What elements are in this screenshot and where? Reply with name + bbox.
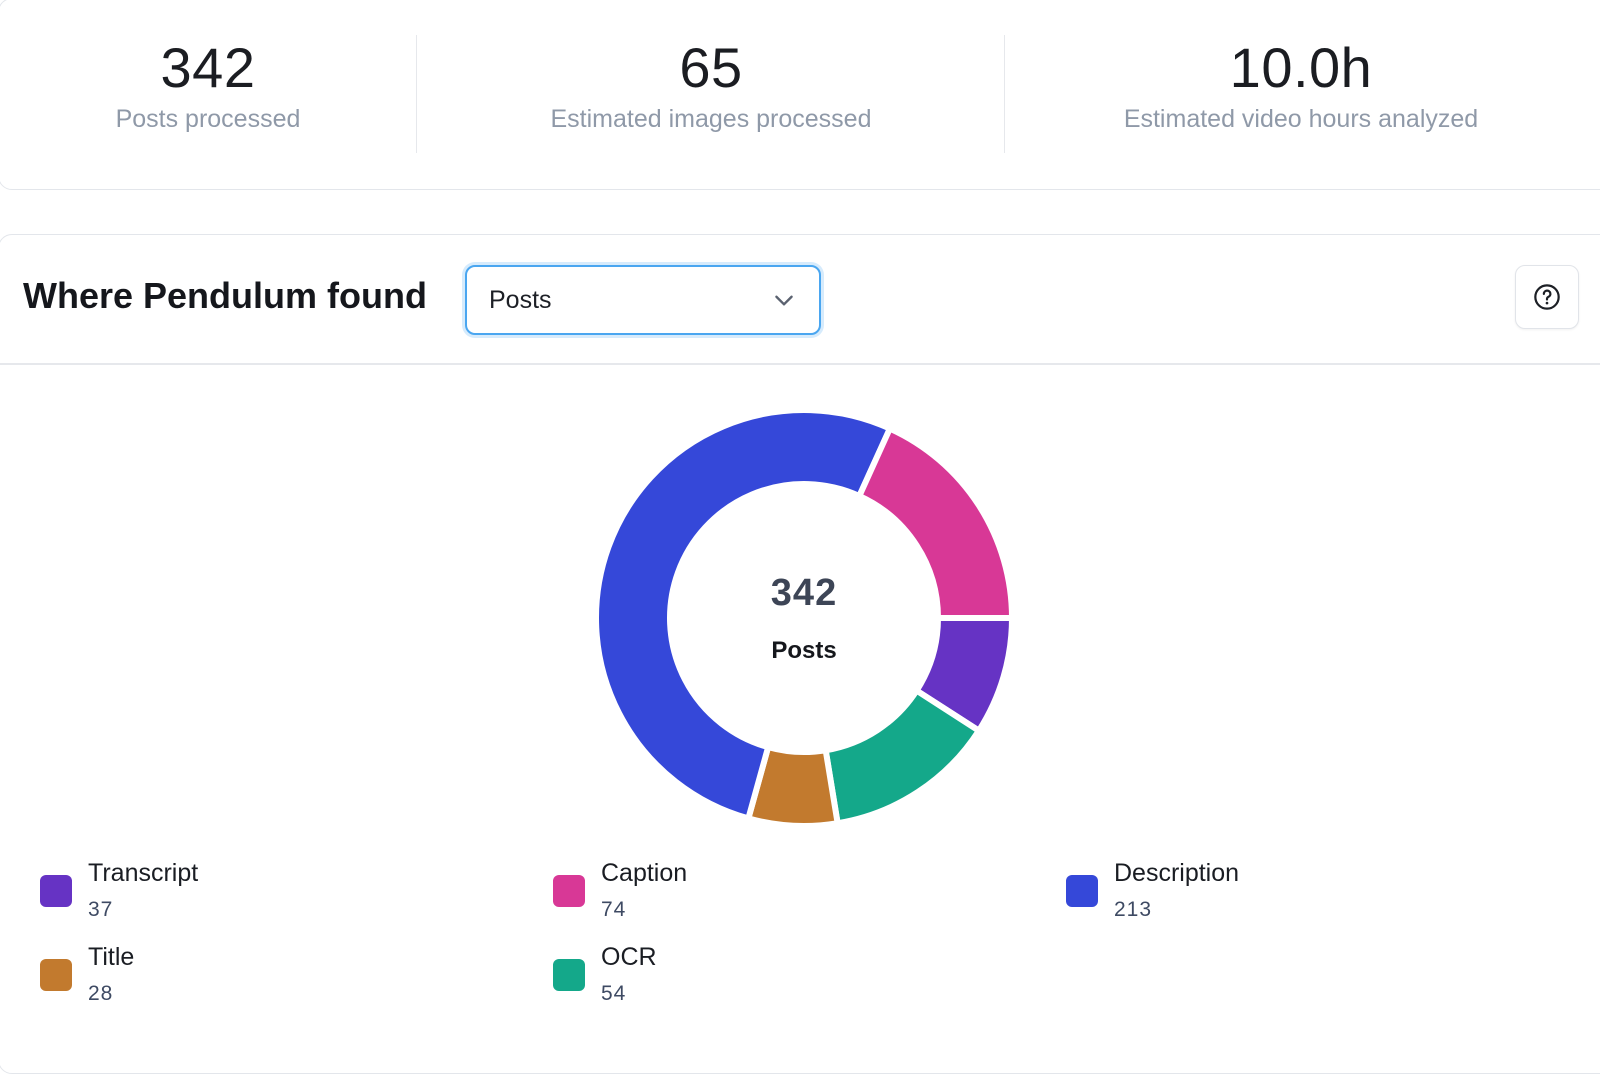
donut-svg	[593, 407, 1015, 829]
legend-item-description[interactable]: Description 213	[1066, 857, 1239, 925]
divider	[1003, 35, 1005, 153]
legend-item-caption[interactable]: Caption 74	[553, 857, 687, 925]
legend-text: Description 213	[1114, 857, 1239, 925]
dropdown-selected-value: Posts	[489, 285, 552, 314]
divider	[415, 35, 417, 153]
donut-slice-description[interactable]	[593, 407, 893, 822]
legend-count: 54	[601, 982, 627, 1005]
legend-text: Caption 74	[601, 857, 687, 925]
chevron-down-icon	[775, 295, 793, 306]
legend-count: 213	[1114, 898, 1153, 921]
chart-legend: Transcript 37 Caption 74 Description 213…	[0, 235, 1600, 1073]
legend-count: 28	[88, 982, 114, 1005]
card-title: Where Pendulum found	[23, 275, 427, 316]
legend-label: OCR	[601, 943, 657, 971]
legend-swatch	[40, 875, 72, 907]
stat-label: Posts processed	[115, 105, 301, 133]
donut-chart: 342 Posts	[589, 403, 1019, 833]
legend-text: Transcript 37	[88, 857, 198, 925]
legend-label: Transcript	[88, 859, 199, 887]
legend-label: Description	[1114, 859, 1240, 887]
legend-item-ocr[interactable]: OCR 54	[553, 941, 657, 1009]
stat-value: 342	[160, 36, 256, 99]
legend-swatch	[40, 959, 72, 991]
stat-posts-processed: 342 Posts processed	[0, 0, 417, 189]
card-header: Where Pendulum found Posts	[0, 235, 1600, 365]
stat-value: 10.0h	[1229, 36, 1373, 99]
stat-label: Estimated video hours analyzed	[1123, 105, 1479, 133]
legend-swatch	[553, 959, 585, 991]
legend-swatch	[1066, 875, 1098, 907]
legend-label: Title	[88, 943, 135, 971]
where-found-card: Where Pendulum found Posts 342 Posts Tra…	[0, 234, 1600, 1074]
question-circle-icon	[1534, 284, 1560, 310]
legend-swatch	[553, 875, 585, 907]
legend-item-transcript[interactable]: Transcript 37	[40, 857, 198, 925]
legend-label: Caption	[601, 859, 688, 887]
source-type-dropdown[interactable]: Posts	[465, 265, 821, 335]
stat-video-hours: 10.0h Estimated video hours analyzed	[1005, 0, 1600, 189]
legend-count: 37	[88, 898, 114, 921]
legend-item-title[interactable]: Title 28	[40, 941, 134, 1009]
legend-count: 74	[601, 898, 627, 921]
stat-images-processed: 65 Estimated images processed	[417, 0, 1005, 189]
legend-text: Title 28	[88, 941, 134, 1009]
legend-text: OCR 54	[601, 941, 657, 1009]
donut-slice-caption[interactable]	[856, 425, 1015, 621]
help-button[interactable]	[1515, 265, 1579, 329]
stats-card: 342 Posts processed 65 Estimated images …	[0, 0, 1600, 190]
stat-value: 65	[679, 36, 743, 99]
stat-label: Estimated images processed	[550, 105, 872, 133]
